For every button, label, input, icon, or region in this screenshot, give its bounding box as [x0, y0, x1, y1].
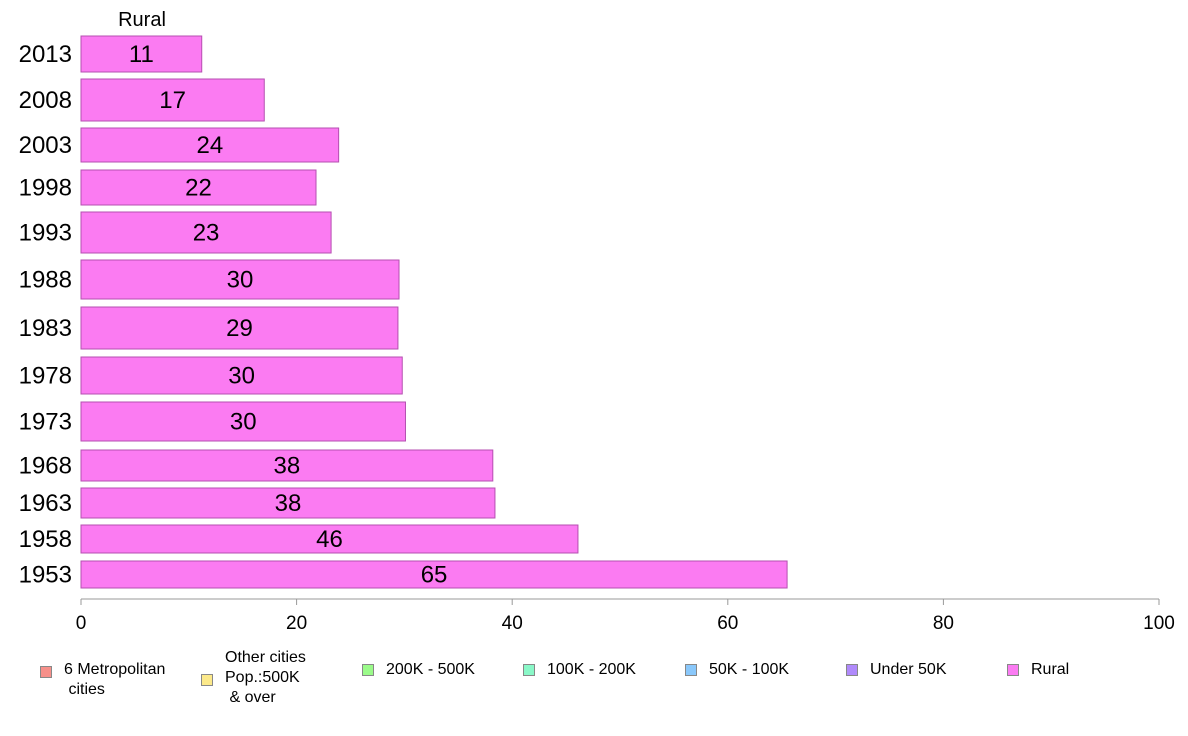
bar-1973	[80, 401, 406, 442]
legend-item: 100K - 200K	[523, 660, 636, 680]
legend-swatch	[201, 674, 213, 686]
legend-label: 6 Metropolitan cities	[64, 661, 166, 698]
legend-label: 200K - 500K	[386, 661, 475, 678]
category-label: 1983	[19, 315, 72, 342]
data-label: 65	[421, 562, 448, 589]
x-tick-label: 0	[76, 613, 87, 634]
bar-2003	[80, 127, 340, 163]
legend-swatch	[523, 664, 535, 676]
legend-swatch	[1007, 664, 1019, 676]
category-label: 2003	[19, 132, 72, 159]
category-label: 1968	[19, 453, 72, 480]
bar-1993	[80, 211, 332, 254]
data-label: 23	[193, 220, 220, 247]
data-label: 30	[230, 409, 257, 436]
legend-item: 200K - 500K	[362, 660, 475, 680]
legend-swatch	[40, 666, 52, 678]
data-label: 24	[196, 132, 223, 159]
category-label: 1958	[19, 526, 72, 553]
bar-2013	[80, 35, 203, 73]
data-label: 30	[227, 267, 254, 294]
data-label: 46	[316, 526, 343, 553]
legend-label: Rural	[1031, 661, 1070, 678]
chart-title: Rural	[118, 9, 166, 31]
bar-1978	[80, 356, 403, 395]
category-label: 1988	[19, 267, 72, 294]
bar-2008	[80, 78, 265, 122]
legend-label: 50K - 100K	[709, 661, 790, 678]
bar-1953	[80, 560, 788, 589]
x-tick-label: 20	[286, 613, 307, 634]
data-label: 30	[228, 363, 255, 390]
legend-label: 100K - 200K	[547, 661, 636, 678]
data-label: 17	[159, 87, 186, 114]
x-tick-label: 80	[933, 613, 954, 634]
category-label: 1963	[19, 490, 72, 517]
x-tick-label: 60	[717, 613, 738, 634]
bar-1998	[80, 169, 317, 206]
legend-swatch	[685, 664, 697, 676]
legend-item: Other cities Pop.:500K & over	[201, 648, 306, 708]
legend-swatch	[362, 664, 374, 676]
legend: 6 Metropolitan cities Other cities Pop.:5…	[0, 648, 1188, 728]
category-label: 1998	[19, 175, 72, 202]
data-label: 29	[226, 315, 253, 342]
x-tick-label: 40	[502, 613, 523, 634]
category-label: 1973	[19, 409, 72, 436]
data-label: 38	[274, 453, 301, 480]
bar-1963	[80, 487, 496, 519]
legend-item: Rural	[1007, 660, 1069, 680]
category-label: 1953	[19, 562, 72, 589]
legend-swatch	[846, 664, 858, 676]
x-tick-label: 100	[1143, 613, 1175, 634]
data-label: 38	[275, 490, 302, 517]
legend-label: Under 50K	[870, 661, 947, 678]
bar-1988	[80, 259, 400, 300]
legend-item: Under 50K	[846, 660, 947, 680]
category-label: 2008	[19, 87, 72, 114]
category-label: 2013	[19, 41, 72, 68]
legend-item: 50K - 100K	[685, 660, 789, 680]
data-label: 11	[129, 41, 154, 68]
bar-chart: Rural 2013 11 2008 17 2003 24 1998 22 1993 23 1988…	[19, 9, 1175, 634]
legend-label: Other cities Pop.:500K & over	[225, 649, 306, 706]
legend-item: 6 Metropolitan cities	[40, 660, 165, 700]
category-label: 1993	[19, 220, 72, 247]
data-label: 22	[185, 175, 212, 202]
bar-1958	[80, 524, 579, 554]
category-label: 1978	[19, 363, 72, 390]
bar-1968	[80, 449, 494, 482]
bar-1983	[80, 306, 399, 350]
